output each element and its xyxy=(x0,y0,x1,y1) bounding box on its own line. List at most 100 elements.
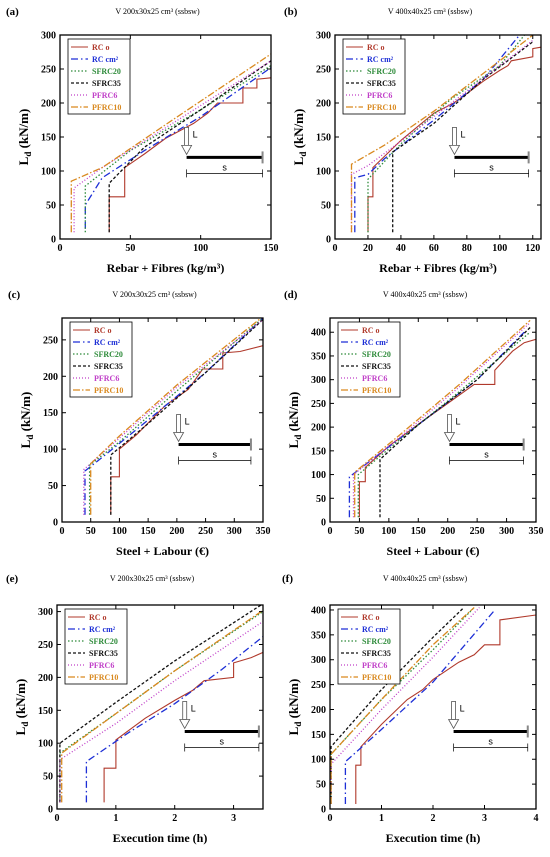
y-axis-label: Ld (kN/m) xyxy=(18,392,35,449)
x-tick-label: 250 xyxy=(470,526,485,537)
x-tick-label: 0 xyxy=(328,813,333,824)
y-tick-label: 200 xyxy=(38,673,53,684)
legend-entry: SFRC35 xyxy=(94,362,123,371)
y-tick-label: 300 xyxy=(311,655,326,666)
legend-entry: RC cm² xyxy=(94,338,121,347)
y-tick-label: 0 xyxy=(53,518,58,529)
beam-inset: Ls xyxy=(448,127,530,178)
panel-title: V 400x40x25 cm³ (ssbsw) xyxy=(383,574,468,583)
legend-entry: PFRC6 xyxy=(367,91,392,100)
y-tick-label: 200 xyxy=(316,99,331,110)
legend: RC o RC cm² SFRC20 SFRC35 PFRC6 PFRC10 xyxy=(67,38,131,115)
x-tick-label: 150 xyxy=(141,526,156,537)
series-line-pfrc10 xyxy=(61,609,263,803)
y-axis-label: Ld (kN/m) xyxy=(16,109,33,166)
series-line-rccm xyxy=(84,67,271,229)
legend-entry: PFRC10 xyxy=(362,386,391,395)
x-tick-label: 150 xyxy=(264,243,279,254)
series-line-pfrc10 xyxy=(350,35,534,233)
load-label: L xyxy=(460,703,465,713)
series-line-rccm xyxy=(85,636,263,803)
y-tick-label: 350 xyxy=(311,351,326,362)
legend-entry: RC o xyxy=(89,613,107,622)
load-arrow-head xyxy=(179,719,191,730)
x-axis-label: Rebar + Fibres (kg/m³) xyxy=(379,261,497,275)
span-label: s xyxy=(489,162,494,172)
legend-box xyxy=(342,38,406,115)
legend-entry: SFRC35 xyxy=(367,79,396,88)
series-line-pfrc6 xyxy=(83,318,263,515)
beam-inset: Ls xyxy=(447,701,529,752)
load-arrow-shaft xyxy=(176,414,181,433)
series-line-sfrc35 xyxy=(330,607,465,804)
legend-entry: SFRC35 xyxy=(362,649,391,658)
x-tick-label: 50 xyxy=(354,526,364,537)
series-line-rco xyxy=(358,338,536,518)
series-line-sfrc35 xyxy=(59,605,263,803)
load-arrow-head xyxy=(172,432,185,443)
y-tick-label: 100 xyxy=(41,167,56,178)
x-tick-label: 80 xyxy=(462,243,472,254)
x-tick-label: 0 xyxy=(60,526,65,537)
y-tick-label: 100 xyxy=(311,755,326,766)
y-tick-label: 100 xyxy=(43,445,58,456)
load-label: L xyxy=(191,703,196,713)
y-tick-label: 250 xyxy=(311,399,326,410)
legend: RC o RC cm² SFRC20 SFRC35 PFRC6 PFRC10 xyxy=(342,38,406,115)
legend-entry: SFRC20 xyxy=(89,637,118,646)
y-tick-label: 150 xyxy=(38,706,53,717)
series-line-rco xyxy=(108,77,271,233)
panel-e: (e) V 200x30x25 cm³ (ssbsw) 0 50 100 150 200 25… xyxy=(6,573,264,845)
x-tick-label: 0 xyxy=(58,243,63,254)
y-tick-label: 50 xyxy=(316,494,326,505)
legend-entry: RC o xyxy=(367,43,385,52)
x-tick-label: 200 xyxy=(440,526,455,537)
beam-inset: Ls xyxy=(180,127,264,178)
y-tick-label: 300 xyxy=(311,375,326,386)
y-tick-label: 50 xyxy=(48,481,58,492)
y-tick-label: 100 xyxy=(316,167,331,178)
x-tick-label: 4 xyxy=(534,813,539,824)
series-line-pfrc10 xyxy=(330,607,475,804)
legend-entry: PFRC6 xyxy=(94,374,119,383)
y-tick-label: 0 xyxy=(326,235,331,246)
panel-f: (f) V 400x40x25 cm³ (ssbsw) 0 50 100 150 200 25… xyxy=(282,573,539,845)
y-tick-label: 200 xyxy=(311,423,326,434)
series-group xyxy=(350,35,541,233)
legend: RC o RC cm² SFRC20 SFRC35 PFRC6 PFRC10 xyxy=(337,608,401,685)
legend-entry: RC o xyxy=(362,326,380,335)
series-group xyxy=(83,318,263,515)
y-tick-label: 400 xyxy=(311,605,326,616)
y-tick-label: 150 xyxy=(43,408,58,419)
series-line-pfrc6 xyxy=(350,39,534,233)
y-tick-label: 250 xyxy=(38,640,53,651)
load-label: L xyxy=(460,129,465,139)
legend-box xyxy=(337,321,401,398)
x-tick-label: 20 xyxy=(363,243,373,254)
span-label: s xyxy=(220,736,225,746)
y-tick-label: 250 xyxy=(41,65,56,76)
y-axis-label: Ld (kN/m) xyxy=(291,109,308,166)
legend-entry: SFRC20 xyxy=(362,637,391,646)
beam-inset: Ls xyxy=(172,414,252,465)
series-line-pfrc10 xyxy=(90,318,263,515)
series-line-rccm xyxy=(344,609,496,804)
y-tick-label: 0 xyxy=(48,805,53,816)
legend-entry: RC o xyxy=(92,43,110,52)
series-group xyxy=(330,607,536,804)
y-tick-label: 350 xyxy=(311,630,326,641)
legend-entry: PFRC6 xyxy=(92,91,117,100)
x-tick-label: 3 xyxy=(482,813,487,824)
legend-entry: PFRC6 xyxy=(362,374,387,383)
series-line-rco xyxy=(103,651,263,803)
y-tick-label: 100 xyxy=(38,739,53,750)
x-tick-label: 50 xyxy=(125,243,135,254)
y-tick-label: 50 xyxy=(46,201,56,212)
legend-entry: RC cm² xyxy=(89,625,116,634)
series-line-sfrc35 xyxy=(392,41,534,233)
load-arrow-shaft xyxy=(451,701,457,720)
load-arrow-shaft xyxy=(182,701,188,720)
legend-entry: RC cm² xyxy=(367,55,394,64)
x-tick-label: 2 xyxy=(172,813,177,824)
legend-entry: SFRC20 xyxy=(367,67,396,76)
